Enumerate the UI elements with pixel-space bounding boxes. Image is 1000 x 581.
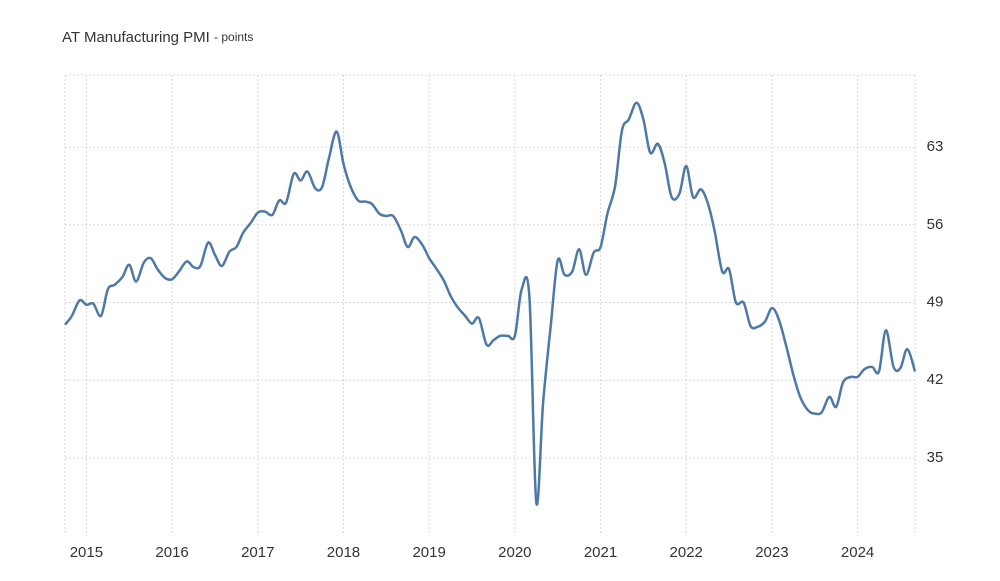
y-tick-label: 49 [927, 294, 944, 311]
x-tick-label: 2016 [155, 544, 188, 561]
x-tick-label: 2020 [498, 544, 531, 561]
y-tick-label: 35 [927, 449, 944, 466]
y-tick-label: 63 [927, 138, 944, 155]
x-tick-label: 2022 [670, 544, 703, 561]
x-tick-label: 2021 [584, 544, 617, 561]
x-tick-label: 2017 [241, 544, 274, 561]
y-tick-label: 42 [927, 371, 944, 388]
x-tick-label: 2019 [412, 544, 445, 561]
subtitle: - points [214, 30, 253, 44]
x-tick-label: 2015 [70, 544, 103, 561]
title: AT Manufacturing PMI [62, 29, 210, 46]
y-tick-label: 56 [927, 216, 944, 233]
x-tick-label: 2024 [841, 544, 874, 561]
chart-title: AT Manufacturing PMI - points [62, 29, 253, 46]
x-tick-label: 2018 [327, 544, 360, 561]
x-tick-label: 2023 [755, 544, 788, 561]
data-line [64, 101, 917, 506]
